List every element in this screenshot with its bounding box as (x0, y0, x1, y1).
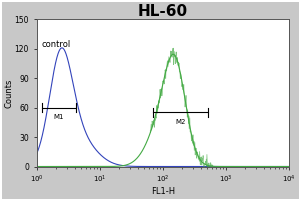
Y-axis label: Counts: Counts (4, 78, 13, 108)
Text: M2: M2 (176, 119, 186, 125)
X-axis label: FL1-H: FL1-H (151, 187, 175, 196)
Title: HL-60: HL-60 (138, 4, 188, 19)
Text: M1: M1 (53, 114, 64, 120)
Text: control: control (42, 40, 71, 49)
